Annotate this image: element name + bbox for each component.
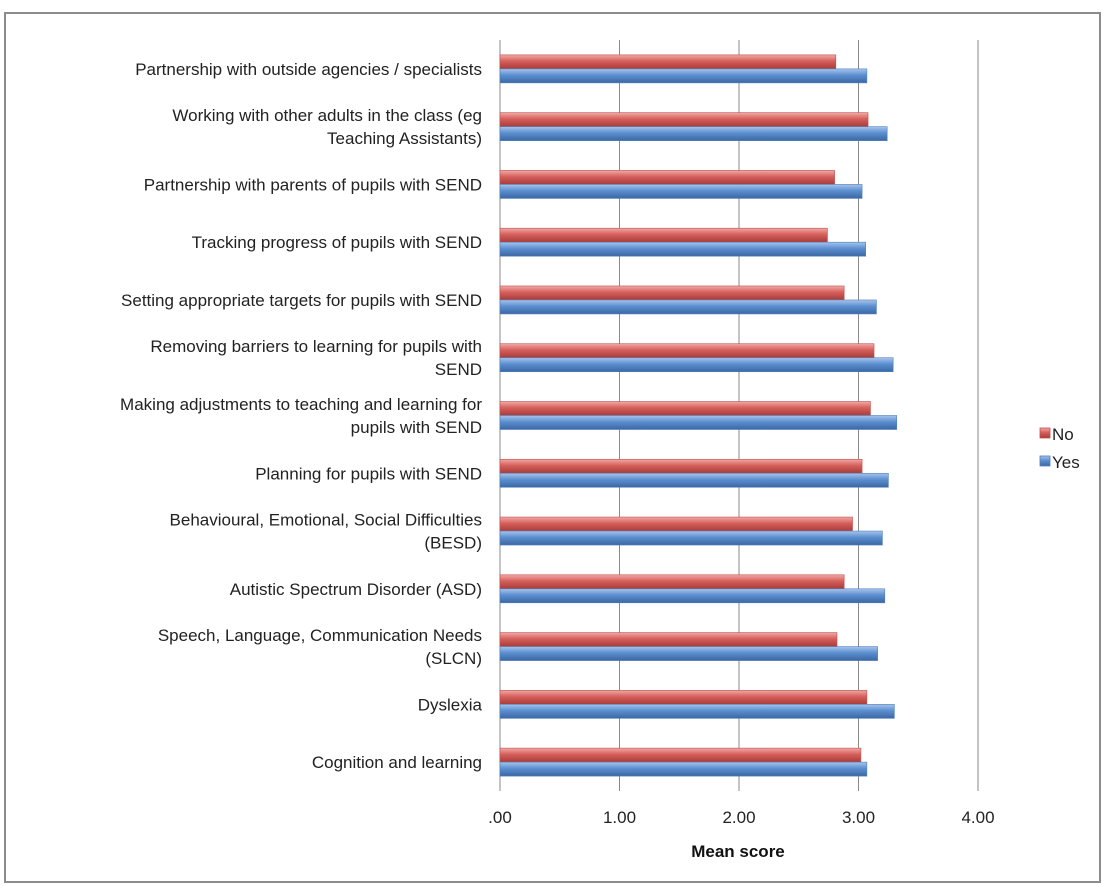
- bar-yes: [499, 357, 894, 373]
- x-tick-label: 2.00: [722, 808, 755, 827]
- category-label-line: Autistic Spectrum Disorder (ASD): [230, 580, 482, 599]
- category-label-line: Planning for pupils with SEND: [255, 464, 482, 483]
- bar-yes: [499, 646, 878, 661]
- bar-yes: [499, 184, 863, 199]
- x-axis-ticks: .00 1.00 2.00 3.00 4.00: [488, 808, 994, 827]
- bar-yes: [499, 415, 898, 430]
- bar-no: [499, 690, 868, 705]
- category-label: Speech, Language, Communication Needs (SL…: [158, 626, 482, 668]
- category-label-line: SEND: [435, 360, 482, 379]
- bar-no: [499, 747, 862, 763]
- category-label: Planning for pupils with SEND: [255, 464, 482, 483]
- bar-no: [499, 516, 853, 532]
- x-tick-label: 1.00: [603, 808, 636, 827]
- x-tick-label: 3.00: [842, 808, 875, 827]
- category-label: Making adjustments to teaching and learn…: [120, 395, 482, 437]
- category-label: Autistic Spectrum Disorder (ASD): [230, 580, 482, 599]
- category-labels: Partnership with outside agencies / spec…: [120, 60, 482, 772]
- category-label-line: Behavioural, Emotional, Social Difficult…: [170, 511, 482, 530]
- legend: No Yes: [1039, 425, 1080, 472]
- category-label: Cognition and learning: [312, 753, 482, 772]
- category-label-line: Teaching Assistants): [327, 129, 482, 148]
- category-label: Working with other adults in the class (…: [172, 106, 482, 148]
- bar-yes: [499, 126, 888, 141]
- category-label-line: Cognition and learning: [312, 753, 482, 772]
- category-label-line: Partnership with parents of pupils with …: [144, 175, 482, 194]
- bar-yes: [499, 241, 866, 257]
- bar-yes: [499, 588, 886, 604]
- bar-yes: [499, 68, 868, 84]
- category-label: Behavioural, Emotional, Social Difficult…: [170, 511, 482, 553]
- bar-no: [499, 112, 869, 127]
- category-label-line: Setting appropriate targets for pupils w…: [121, 291, 482, 310]
- chart-frame: [4, 12, 1101, 883]
- category-label-line: Dyslexia: [418, 695, 483, 714]
- category-label-line: Tracking progress of pupils with SEND: [192, 233, 482, 252]
- category-label: Setting appropriate targets for pupils w…: [121, 291, 482, 310]
- bar-no: [499, 632, 838, 647]
- bar-no: [499, 574, 845, 590]
- x-axis-title: Mean score: [691, 842, 785, 861]
- bar-yes: [499, 704, 895, 719]
- category-label: Removing barriers to learning for pupils…: [150, 337, 482, 379]
- legend-swatch-no: [1039, 427, 1051, 439]
- legend-label-no: No: [1052, 425, 1074, 444]
- x-tick-label: 4.00: [961, 808, 994, 827]
- category-label-line: Making adjustments to teaching and learn…: [120, 395, 482, 414]
- category-label-line: (SLCN): [425, 649, 482, 668]
- bar-no: [499, 54, 837, 70]
- bar-no: [499, 458, 863, 474]
- category-label: Tracking progress of pupils with SEND: [192, 233, 482, 252]
- bar-yes: [499, 299, 877, 315]
- category-label-line: (BESD): [424, 534, 482, 553]
- category-label: Partnership with parents of pupils with …: [144, 175, 482, 194]
- category-label-line: pupils with SEND: [351, 418, 482, 437]
- x-tick-label: .00: [488, 808, 512, 827]
- category-label-line: Speech, Language, Communication Needs: [158, 626, 482, 645]
- bar-yes: [499, 472, 889, 488]
- category-label-line: Removing barriers to learning for pupils…: [150, 337, 482, 356]
- bar-no: [499, 170, 835, 185]
- legend-label-yes: Yes: [1052, 453, 1080, 472]
- bar-no: [499, 285, 845, 301]
- legend-swatch-yes: [1039, 455, 1051, 467]
- category-label: Partnership with outside agencies / spec…: [135, 60, 482, 79]
- category-label: Dyslexia: [418, 695, 483, 714]
- bar-yes: [499, 530, 883, 546]
- category-label-line: Partnership with outside agencies / spec…: [135, 60, 482, 79]
- bar-no: [499, 343, 875, 359]
- bars: [499, 54, 898, 777]
- category-label-line: Working with other adults in the class (…: [172, 106, 482, 125]
- bar-no: [499, 227, 828, 243]
- bar-no: [499, 401, 871, 416]
- bar-yes: [499, 761, 868, 777]
